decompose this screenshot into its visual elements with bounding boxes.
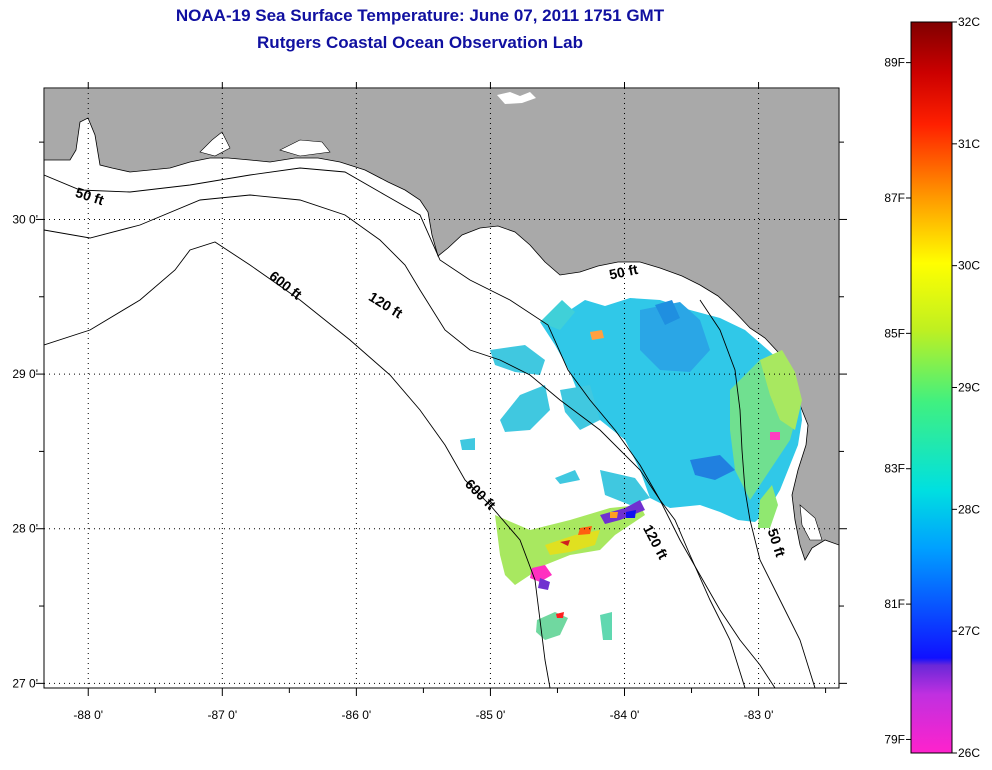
lon-tick-label: -84 0' <box>610 708 640 722</box>
celsius-label: 32C <box>958 15 980 29</box>
lat-tick-label: 30 0' <box>12 212 38 226</box>
fahrenheit-label: 89F <box>884 56 905 70</box>
celsius-label: 27C <box>958 624 980 638</box>
fahrenheit-label: 79F <box>884 732 905 746</box>
fahrenheit-label: 83F <box>884 462 905 476</box>
lon-tick-label: -86 0' <box>342 708 372 722</box>
lon-tick-label: -83 0' <box>744 708 774 722</box>
inland-water <box>497 92 536 104</box>
contour-label: 50 ft <box>608 261 640 283</box>
celsius-label: 26C <box>958 746 980 760</box>
lon-tick-label: -88 0' <box>73 708 103 722</box>
lat-lon-grid <box>44 88 839 688</box>
lat-tick-label: 27 0' <box>12 676 38 690</box>
fahrenheit-label: 87F <box>884 191 905 205</box>
bathymetry-contours <box>44 167 816 688</box>
tampa-bay <box>799 504 823 541</box>
fahrenheit-label: 81F <box>884 597 905 611</box>
lon-tick-label: -85 0' <box>476 708 506 722</box>
map-axes: -88 0' -87 0' -86 0' -85 0' -84 0' -83 0' 30 0… <box>12 82 847 722</box>
sst-data-layer <box>460 298 802 640</box>
colorbar-ticks: 32C 31C 30C 29C 28C 27C 26C 89F 87F 85F 83F 81F 79F <box>884 15 980 760</box>
land-mass <box>44 88 839 561</box>
lon-tick-label: -87 0' <box>207 708 237 722</box>
lat-tick-label: 29 0' <box>12 367 38 381</box>
map-title: NOAA-19 Sea Surface Temperature: June 07… <box>175 6 665 25</box>
celsius-label: 31C <box>958 137 980 151</box>
celsius-label: 30C <box>958 259 980 273</box>
lat-tick-label: 28 0' <box>12 522 38 536</box>
temperature-colorbar <box>910 21 953 754</box>
map-subtitle: Rutgers Coastal Ocean Observation Lab <box>257 33 583 52</box>
celsius-label: 29C <box>958 381 980 395</box>
bay-water <box>279 139 331 157</box>
fahrenheit-label: 85F <box>884 326 905 340</box>
celsius-label: 28C <box>958 502 980 516</box>
